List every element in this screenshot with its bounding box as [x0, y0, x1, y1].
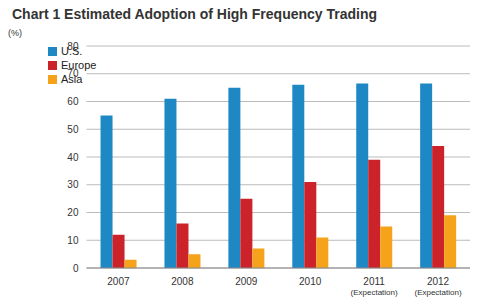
svg-text:70: 70 [67, 68, 79, 79]
svg-text:2009: 2009 [235, 276, 258, 287]
svg-text:2008: 2008 [171, 276, 194, 287]
svg-text:2011(Expectation): 2011(Expectation) [351, 276, 398, 297]
svg-text:40: 40 [67, 152, 79, 163]
svg-text:20: 20 [67, 207, 79, 218]
svg-text:2007: 2007 [107, 276, 130, 287]
svg-text:2010: 2010 [299, 276, 322, 287]
svg-text:30: 30 [67, 179, 79, 190]
svg-text:0: 0 [73, 263, 79, 274]
svg-text:50: 50 [67, 124, 79, 135]
svg-text:10: 10 [67, 235, 79, 246]
svg-text:80: 80 [67, 41, 79, 52]
svg-text:2012(Expectation): 2012(Expectation) [414, 276, 461, 297]
svg-text:60: 60 [67, 96, 79, 107]
